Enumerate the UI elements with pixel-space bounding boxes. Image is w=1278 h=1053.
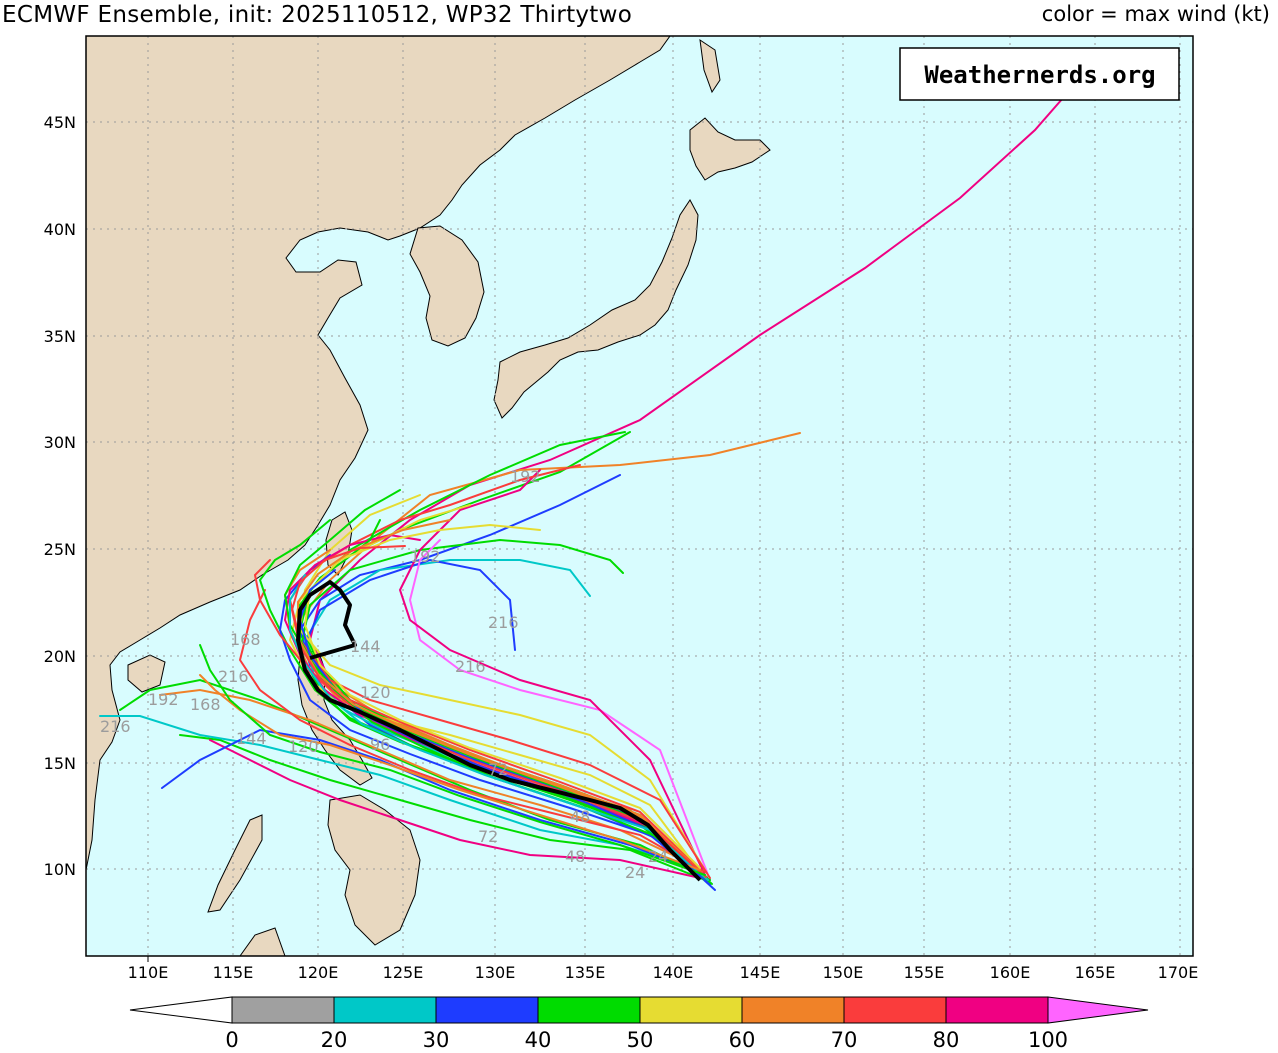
track-hour-label: 48 (570, 807, 590, 826)
track-hour-label: 216 (218, 667, 249, 686)
track-member-10 (398, 469, 706, 876)
lon-label: 160E (990, 963, 1031, 982)
lon-label: 150E (823, 963, 864, 982)
lat-label: 40N (44, 220, 76, 239)
colorbar-ticks: 0 20 30 40 50 60 70 80 100 (225, 1028, 1068, 1052)
colorbar-segment (843, 996, 947, 1024)
lon-label: 110E (128, 963, 169, 982)
colorbar-segment (741, 996, 845, 1024)
lat-label: 20N (44, 647, 76, 666)
track-hour-label: 72 (488, 760, 508, 779)
track-hour-label: 216 (455, 657, 486, 676)
colorbar-tick: 60 (729, 1028, 756, 1052)
lon-label: 115E (213, 963, 254, 982)
track-member-13 (99, 715, 701, 871)
lon-label: 135E (565, 963, 606, 982)
track-member-17 (238, 589, 706, 873)
track-hour-label: 168 (190, 695, 221, 714)
track-member-31 (289, 574, 709, 881)
lon-label: 130E (475, 963, 516, 982)
colorbar-over-arrow (1047, 996, 1149, 1024)
colorbar-tick: 70 (831, 1028, 858, 1052)
watermark-box: Weathernerds.org (899, 47, 1180, 101)
land-palawan (207, 814, 263, 913)
track-hour-label: 192 (148, 690, 179, 709)
track-hour-label: 144 (236, 729, 267, 748)
colorbar-tick: 20 (321, 1028, 348, 1052)
map-frame (85, 35, 1194, 957)
track-hour-label: 24 (648, 847, 668, 866)
track-hour-label: 192 (510, 467, 541, 486)
lat-label: 45N (44, 113, 76, 132)
track-member-16 (159, 688, 701, 869)
track-hour-label: 192 (410, 547, 441, 566)
track-member-12 (209, 739, 701, 879)
colorbar-segment (435, 996, 539, 1024)
track-member-18 (298, 494, 706, 871)
land-mindanao (327, 794, 421, 946)
lat-label: 25N (44, 540, 76, 559)
land-japan-hokkaido (689, 117, 771, 181)
lon-label: 120E (298, 963, 339, 982)
colorbar-segment (333, 996, 437, 1024)
lat-label: 35N (44, 327, 76, 346)
lon-label: 165E (1075, 963, 1116, 982)
land-asia-mainland (86, 36, 671, 871)
track-hour-label: 120 (288, 737, 319, 756)
track-hour-label: 168 (230, 630, 261, 649)
lat-label: 10N (44, 860, 76, 879)
track-hour-label: 48 (565, 847, 585, 866)
colorbar-segment (945, 996, 1049, 1024)
lat-label: 30N (44, 433, 76, 452)
track-member-14 (161, 728, 706, 876)
track-hour-label: 144 (350, 637, 381, 656)
lon-label: 145E (740, 963, 781, 982)
map-title: ECMWF Ensemble, init: 2025110512, WP32 T… (2, 2, 633, 28)
colorbar-tick: 100 (1028, 1028, 1068, 1052)
watermark-text: Weathernerds.org (924, 61, 1155, 89)
land-sakhalin (699, 38, 721, 94)
colorbar-tick: 50 (627, 1028, 654, 1052)
lon-label: 125E (383, 963, 424, 982)
track-member-34 (199, 644, 706, 876)
track-hour-label: 216 (100, 717, 131, 736)
track-member-33 (199, 674, 701, 871)
lat-label: 15N (44, 754, 76, 773)
track-hour-labels: 216 192 168 144 120 96 72 48 24 216 192 … (100, 467, 668, 882)
color-legend-title: color = max wind (kt) (1041, 2, 1270, 26)
lon-label: 170E (1158, 963, 1199, 982)
colorbar-segment (231, 996, 335, 1024)
colorbar-tick: 80 (933, 1028, 960, 1052)
colorbar-tick: 0 (225, 1028, 238, 1052)
track-member-24 (253, 559, 701, 871)
colorbar-under-arrow (129, 996, 233, 1024)
land-korea (409, 225, 485, 347)
track-member-22 (258, 519, 706, 877)
colorbar-segment (639, 996, 743, 1024)
ensemble-tracks (99, 89, 1071, 891)
track-hour-label: 96 (370, 735, 390, 754)
graticule (86, 36, 1193, 956)
latitude-labels: 10N 15N 20N 25N 30N 35N 40N 45N (44, 113, 76, 879)
track-hour-label: 120 (360, 683, 391, 702)
lon-label: 140E (653, 963, 694, 982)
track-hour-label: 24 (625, 863, 645, 882)
ensemble-mean-track (296, 580, 702, 882)
track-member-27 (303, 523, 701, 869)
track-hour-label: 72 (478, 827, 498, 846)
land-borneo (239, 927, 286, 956)
land-japan-honshu (493, 199, 699, 419)
longitude-labels: 110E 115E 120E 125E 130E 135E 140E 145E … (128, 956, 1199, 982)
colorbar-tick: 40 (525, 1028, 552, 1052)
track-hour-label: 216 (488, 613, 519, 632)
colorbar-segment (537, 996, 641, 1024)
lon-label: 155E (904, 963, 945, 982)
wind-colorbar (129, 996, 1149, 1024)
land-hainan (127, 654, 166, 693)
colorbar-tick: 30 (423, 1028, 450, 1052)
track-member-9 (408, 539, 711, 881)
track-member-11 (179, 734, 706, 881)
